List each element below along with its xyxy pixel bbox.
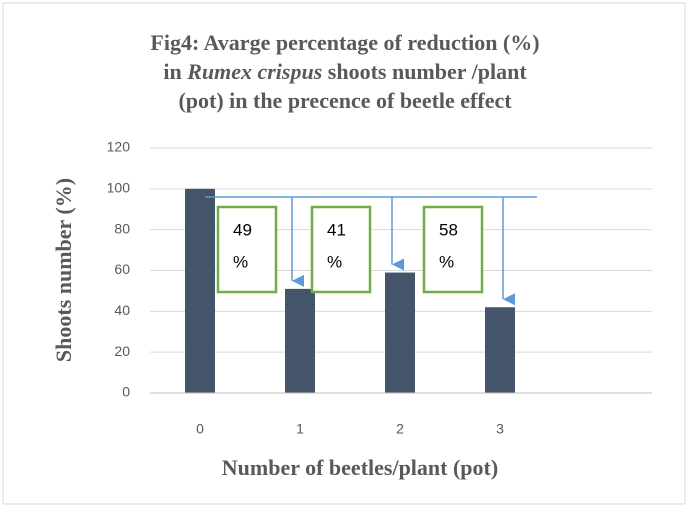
annotation-text: % (439, 252, 454, 271)
annotation-text: 49 (233, 220, 252, 239)
x-tick-label: 3 (496, 421, 504, 437)
x-axis-title: Number of beetles/plant (pot) (222, 455, 498, 480)
bar (185, 188, 215, 393)
chart-title: in Rumex crispus shoots number /plant (163, 59, 527, 84)
title-part: shoots number /plant (328, 59, 528, 84)
y-tick-label: 0 (122, 384, 130, 400)
x-tick-label: 1 (296, 421, 304, 437)
y-tick-label: 40 (114, 302, 130, 318)
bar (485, 307, 515, 393)
title-part: in (163, 59, 181, 84)
x-tick-label: 0 (196, 421, 204, 437)
y-tick-label: 100 (107, 180, 131, 196)
bar (285, 288, 315, 393)
y-tick-label: 80 (114, 220, 130, 236)
annotation-text: % (327, 252, 342, 271)
chart-title: Fig4: Avarge percentage of reduction (%) (150, 30, 539, 55)
annotation-box (422, 205, 484, 294)
y-tick-label: 120 (107, 139, 131, 155)
annotation-text: 58 (439, 220, 458, 239)
annotation-text: 41 (327, 220, 346, 239)
bar (385, 272, 415, 393)
annotation-text: % (233, 252, 248, 271)
y-tick-label: 60 (114, 261, 130, 277)
y-axis-title: Shoots number (%) (51, 178, 76, 362)
y-tick-label: 20 (114, 343, 130, 359)
title-italic: Rumex crispus (186, 59, 322, 84)
x-tick-label: 2 (396, 421, 404, 437)
chart-title: (pot) in the precence of beetle effect (178, 88, 512, 113)
annotation-box (216, 205, 278, 294)
annotation-box (310, 205, 372, 294)
